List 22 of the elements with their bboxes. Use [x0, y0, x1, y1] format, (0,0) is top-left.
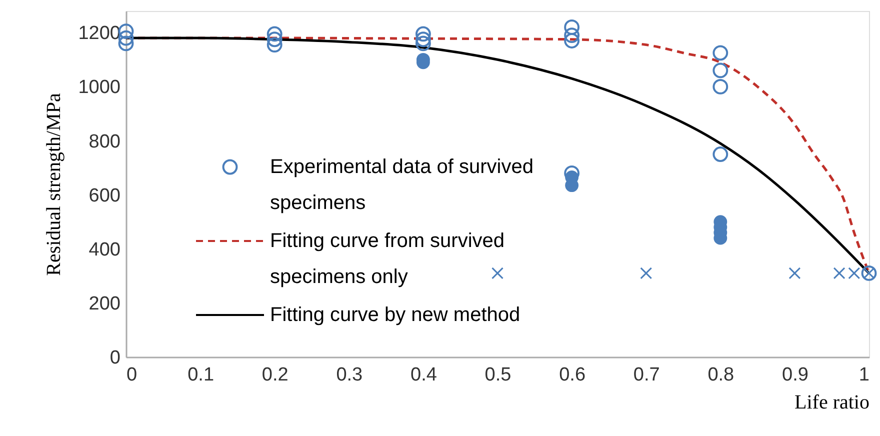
x-tick-label: 0.9 [782, 364, 808, 386]
x-axis-title: Life ratio [794, 392, 870, 414]
x-tick-label: 0.8 [708, 364, 734, 386]
y-tick-label: 200 [88, 293, 120, 314]
legend-label: Fitting curve from survived specimens only [270, 230, 505, 288]
x-tick-label: 0.4 [410, 364, 438, 386]
y-tick-label: 600 [88, 185, 120, 206]
x-tick-label: 0.7 [633, 364, 660, 386]
y-tick-label: 1000 [78, 77, 120, 98]
legend-label: Fitting curve by new method [270, 304, 520, 326]
x-tick-label: 0 [126, 364, 138, 386]
x-tick-label: 1 [858, 364, 870, 386]
y-tick-label: 800 [88, 131, 120, 152]
x-tick-label: 0.5 [484, 364, 512, 386]
y-tick-label: 0 [110, 348, 120, 368]
x-tick-label: 0.1 [188, 364, 214, 386]
y-axis-title: Residual strength/MPa [43, 92, 66, 276]
x-tick-label: 0.3 [336, 364, 363, 386]
x-tick-label: 0.6 [559, 364, 586, 386]
x-tick-label: 0.2 [262, 364, 288, 386]
y-tick-label: 400 [88, 239, 120, 260]
legend-label: Experimental data of survived specimens [270, 156, 534, 214]
